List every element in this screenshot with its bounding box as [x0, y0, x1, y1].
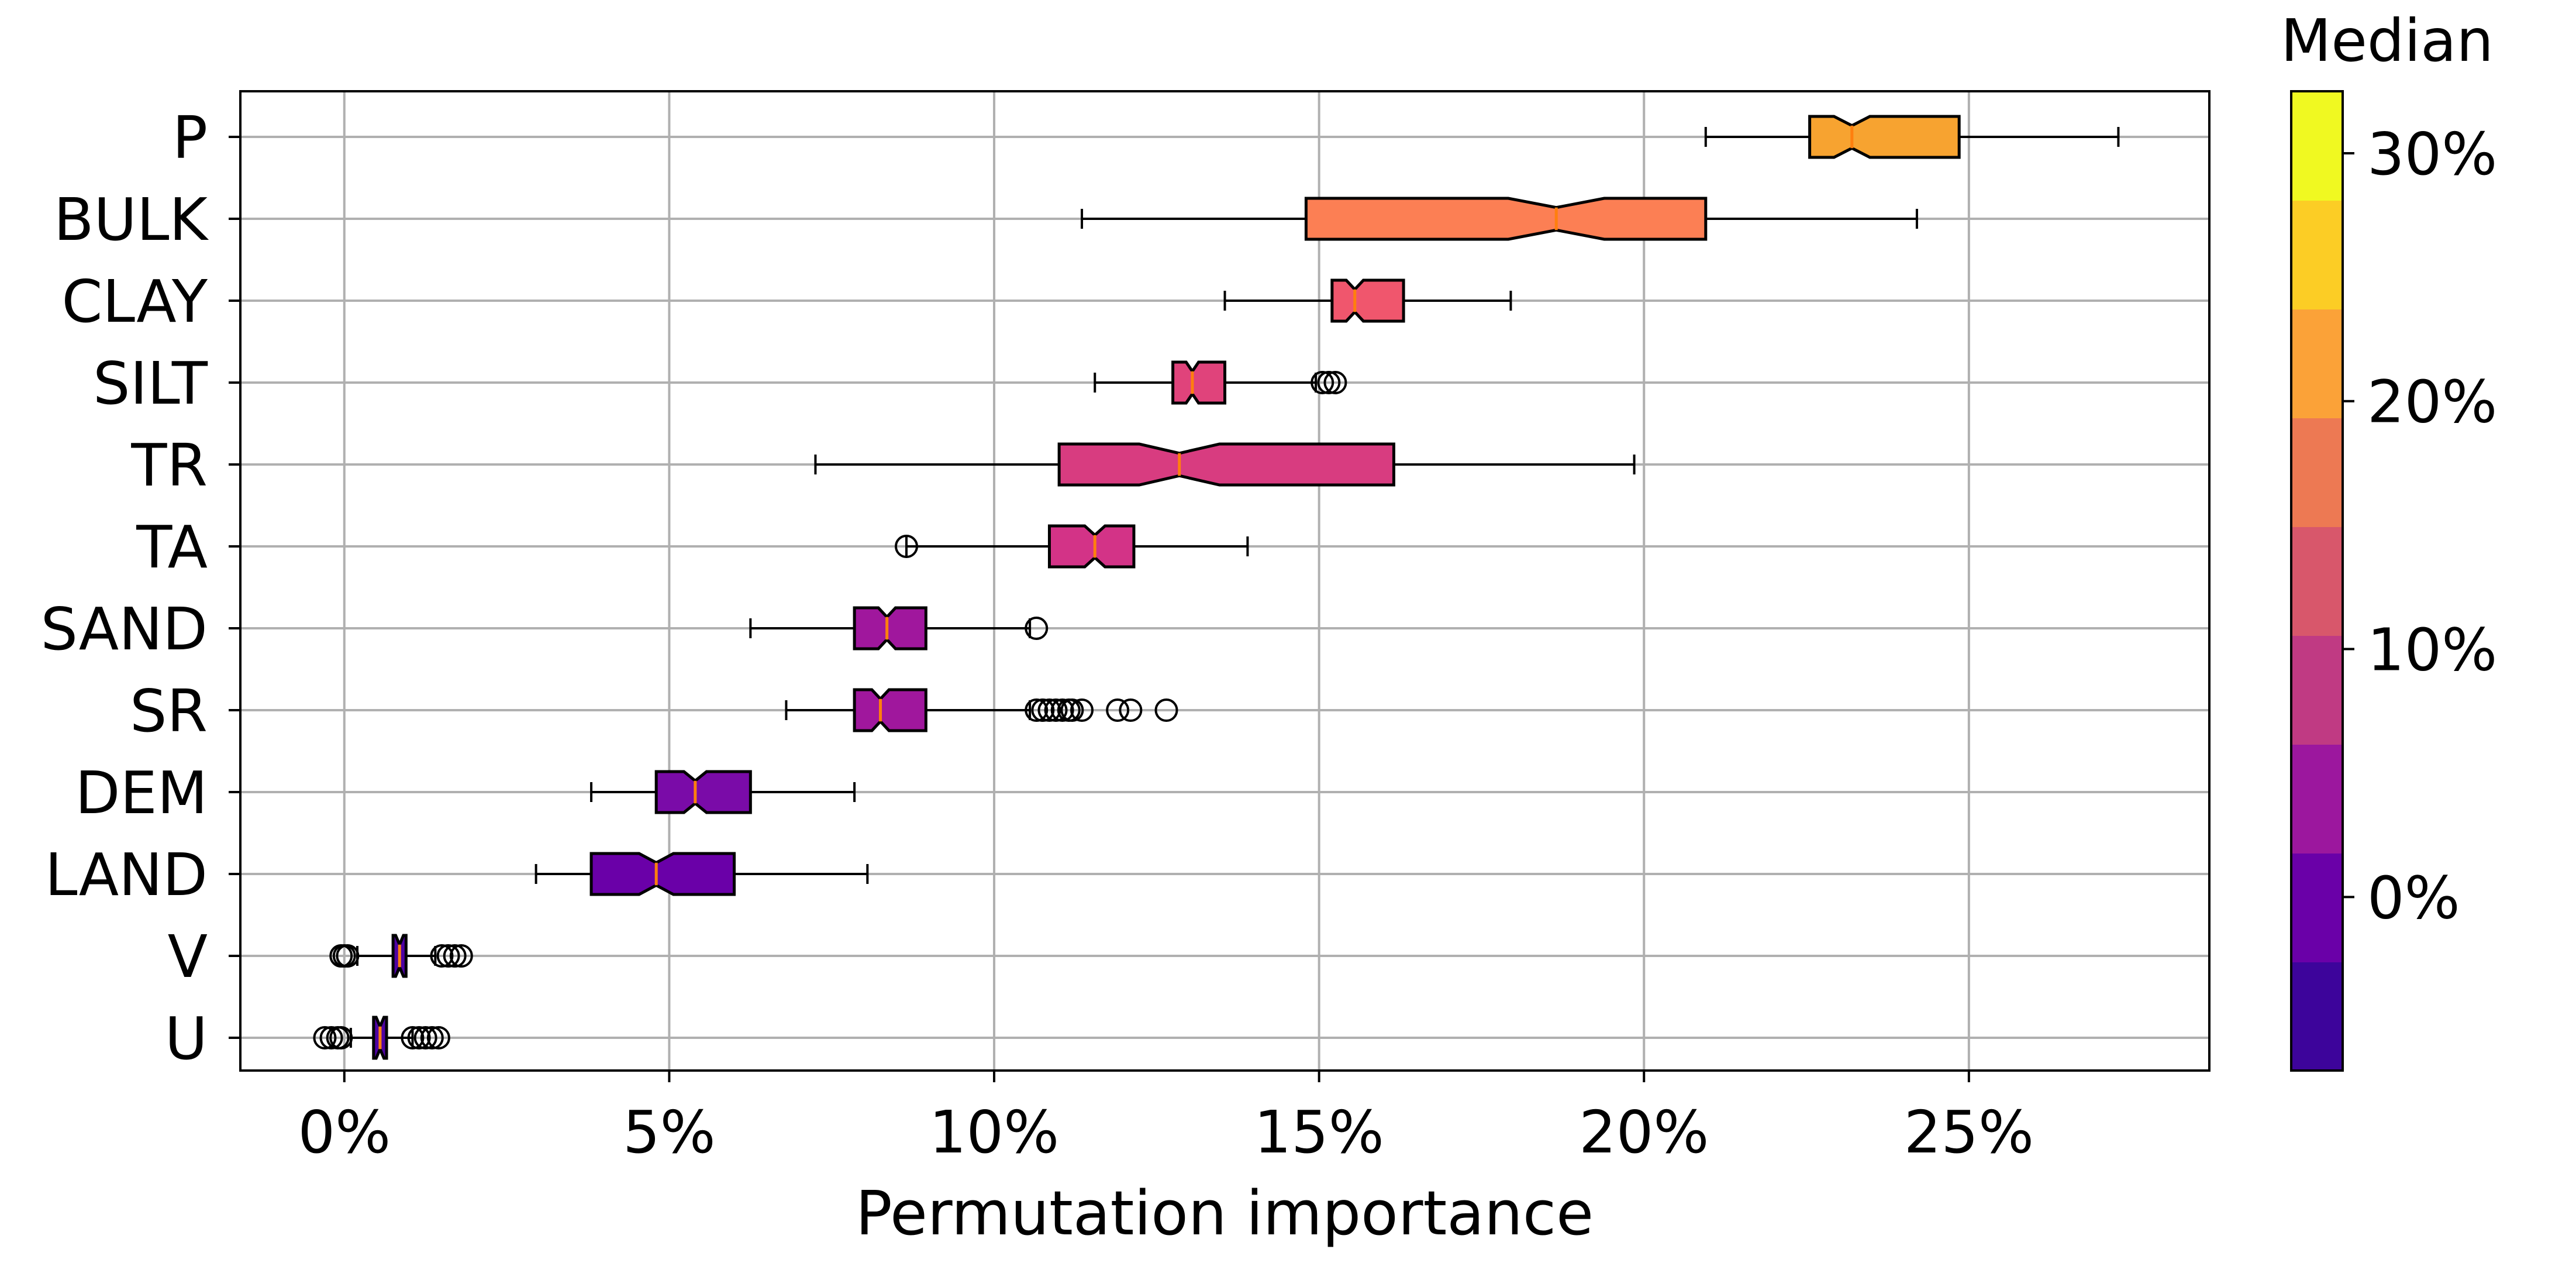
outlier-point: [329, 1026, 353, 1049]
x-tick-label: 15%: [1254, 1098, 1384, 1166]
outlier-point: [313, 1026, 337, 1049]
box-sand: [749, 606, 1049, 651]
box-body: [654, 770, 752, 814]
y-tick-label-p: P: [173, 104, 208, 172]
box-body: [1171, 360, 1226, 405]
x-tick-label: 10%: [929, 1098, 1059, 1166]
box-silt: [1094, 360, 1347, 405]
outlier-point: [443, 944, 467, 968]
colorbar-tick-label: 10%: [2367, 616, 2497, 684]
outlier-point: [426, 1026, 450, 1049]
box-dem: [590, 770, 856, 814]
box-body: [1057, 442, 1395, 487]
x-axis-label: Permutation importance: [856, 1178, 1594, 1249]
box-body: [1047, 524, 1136, 569]
plot-frame: [239, 90, 2211, 1072]
box-bulk: [1081, 197, 1918, 241]
colorbar-band: [2291, 526, 2343, 636]
outlier-point: [319, 1026, 343, 1049]
y-tick-label-u: U: [165, 1004, 208, 1073]
y-tick-label-sand: SAND: [40, 595, 208, 663]
outlier-point: [407, 1026, 431, 1049]
outlier-point: [1070, 698, 1094, 722]
outlier-point: [895, 535, 919, 558]
outlier-point: [1025, 617, 1049, 640]
box-u: [313, 1016, 450, 1060]
colorbar-band: [2291, 744, 2343, 854]
y-tick-label-sr: SR: [130, 677, 208, 745]
colorbar-band: [2291, 635, 2343, 745]
x-tick-label: 0%: [298, 1098, 391, 1166]
outlier-point: [1106, 698, 1130, 722]
outlier-point: [1044, 698, 1068, 722]
colorbar-band: [2291, 962, 2343, 1071]
y-tick-label-land: LAND: [45, 841, 208, 909]
box-body: [1304, 197, 1708, 241]
outlier-point: [1031, 698, 1055, 722]
outlier-point: [336, 944, 360, 968]
box-clay: [1223, 278, 1512, 323]
outlier-point: [430, 944, 454, 968]
colorbar-band: [2291, 200, 2343, 309]
outlier-point: [1311, 371, 1334, 394]
box-tr: [814, 442, 1636, 487]
box-body: [589, 852, 736, 896]
box-body: [853, 688, 927, 732]
outlier-point: [1154, 698, 1178, 722]
colorbar: 0% 10% 20% 30% Median: [2281, 6, 2497, 1072]
box-land: [534, 852, 869, 896]
outlier-point: [449, 944, 473, 968]
y-axis: P BULK CLAY SILT TR TA SAND SR DEM LAND VU: [40, 104, 240, 1073]
colorbar-tick-label: 30%: [2367, 120, 2497, 188]
outlier-point: [1317, 371, 1341, 394]
box-sr: [785, 688, 1178, 732]
box-body: [1808, 115, 1961, 159]
y-tick-label-tr: TR: [130, 431, 208, 500]
outlier-point: [413, 1026, 437, 1049]
x-axis: 0% 5% 10% 15% 20% 25%: [298, 1071, 2034, 1166]
colorbar-title: Median: [2281, 6, 2494, 75]
x-tick-label: 20%: [1579, 1098, 1709, 1166]
outlier-point: [401, 1026, 425, 1049]
colorbar-band: [2291, 309, 2343, 418]
outlier-point: [436, 944, 460, 968]
colorbar-frame: [2290, 90, 2344, 1072]
outlier-point: [1323, 371, 1347, 394]
box-body: [853, 606, 927, 651]
y-tick-label-dem: DEM: [75, 759, 208, 827]
outlier-point: [1025, 698, 1049, 722]
x-tick-label: 5%: [623, 1098, 716, 1166]
outlier-point: [1060, 698, 1084, 722]
box-body: [1330, 278, 1405, 323]
boxes: [313, 115, 2120, 1060]
outlier-point: [1119, 698, 1143, 722]
colorbar-tick-label: 0%: [2367, 863, 2460, 932]
y-tick-label-silt: SILT: [93, 349, 208, 418]
box-ta: [895, 524, 1249, 569]
y-tick-label-v: V: [168, 923, 208, 991]
box-p: [1704, 115, 2120, 159]
y-tick-label-clay: CLAY: [61, 267, 208, 336]
colorbar-band: [2291, 853, 2343, 962]
outlier-point: [1037, 698, 1061, 722]
outlier-point: [420, 1026, 444, 1049]
y-tick-label-bulk: BULK: [54, 185, 209, 254]
colorbar-band: [2291, 91, 2343, 201]
x-tick-label: 25%: [1904, 1098, 2034, 1166]
grid: [240, 91, 2209, 1071]
colorbar-band: [2291, 418, 2343, 527]
box-v: [329, 934, 473, 978]
outlier-point: [1050, 698, 1074, 722]
y-tick-label-ta: TA: [136, 513, 208, 581]
colorbar-tick-label: 20%: [2367, 368, 2497, 436]
